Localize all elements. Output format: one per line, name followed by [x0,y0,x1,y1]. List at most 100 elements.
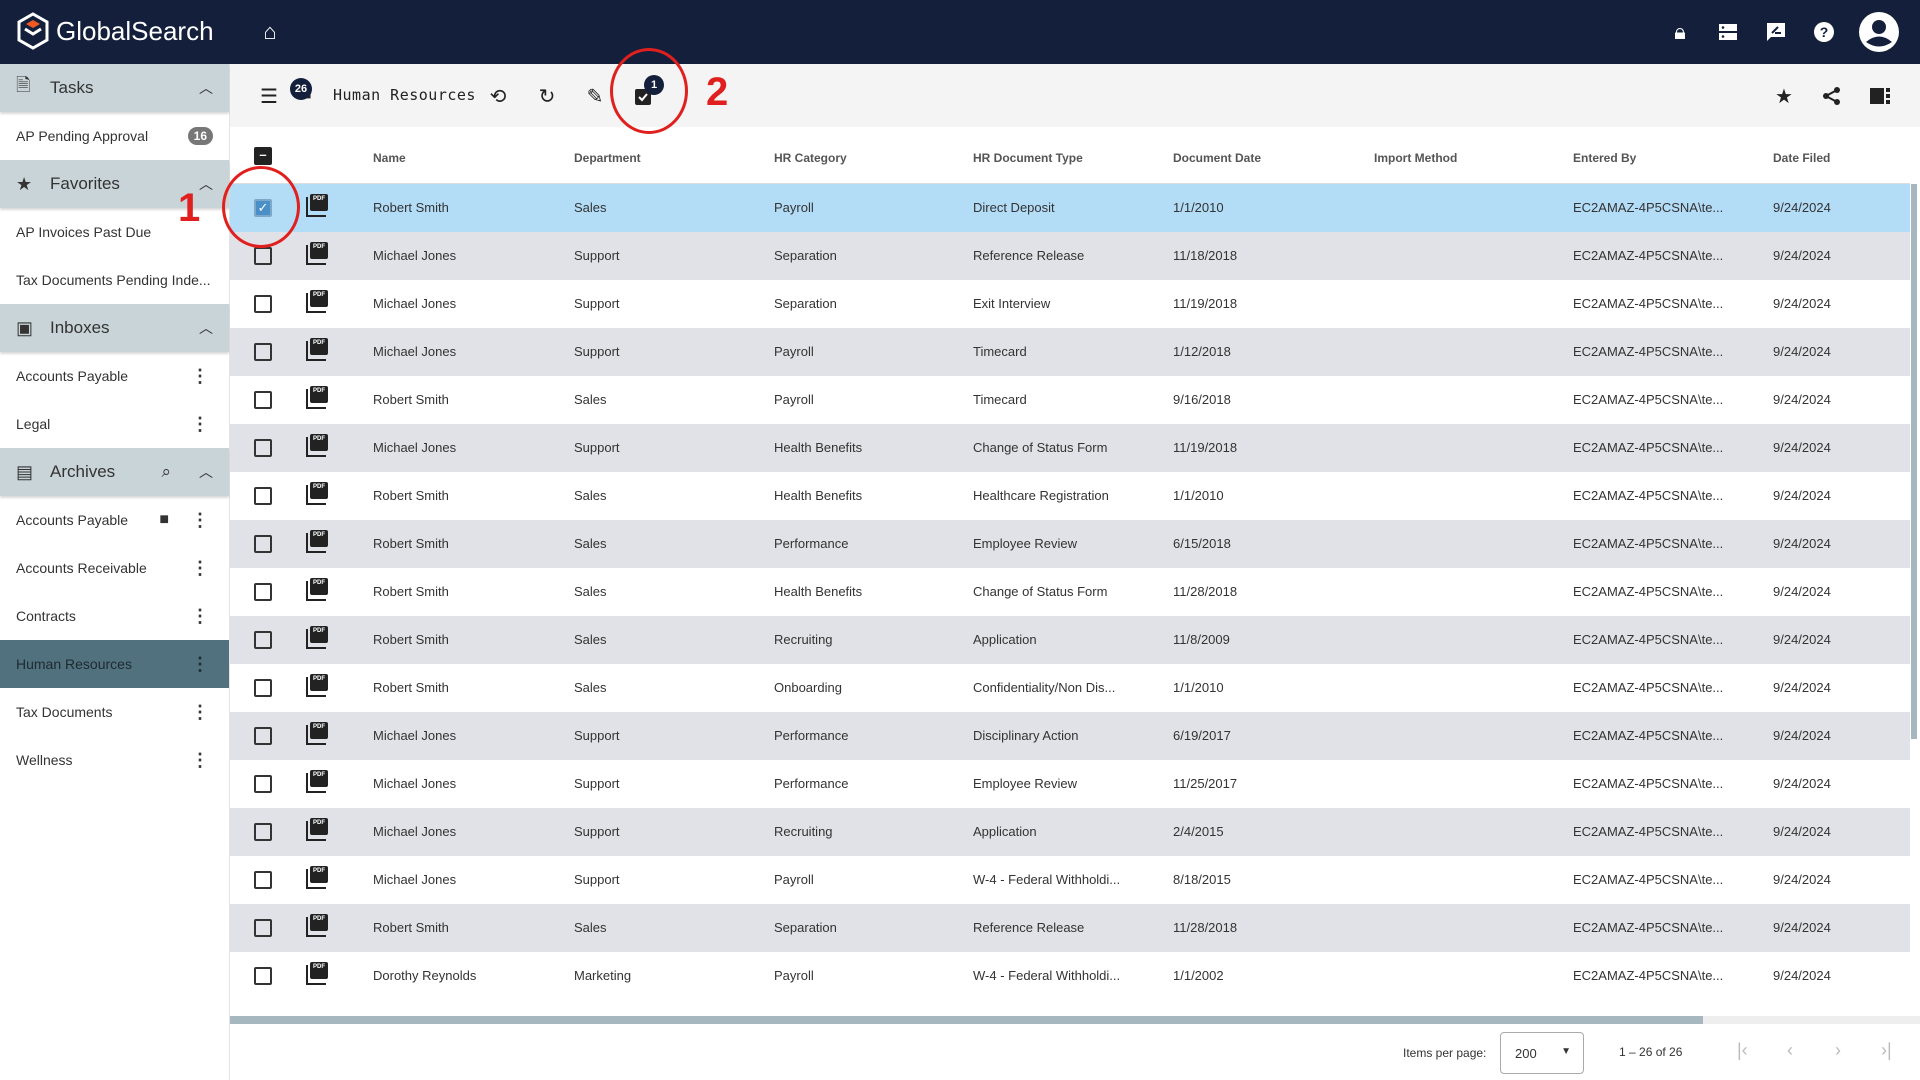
table-row[interactable]: PDF Michael Jones Support Separation Exit In… [230,280,1910,328]
column-header-hr-document-type[interactable]: HR Document Type [973,151,1083,165]
row-checkbox[interactable] [254,679,272,697]
row-checkbox[interactable] [254,919,272,937]
pdf-icon[interactable]: PDF [306,482,328,505]
column-header-entered-by[interactable]: Entered By [1573,151,1637,165]
pdf-icon[interactable]: PDF [306,290,328,313]
pdf-icon[interactable]: PDF [306,770,328,793]
pdf-icon[interactable]: PDF [306,530,328,553]
column-header-name[interactable]: Name [373,151,406,165]
table-row[interactable]: PDF Michael Jones Support Payroll Timecard 1/… [230,328,1910,376]
pdf-icon[interactable]: PDF [306,962,328,985]
pdf-icon[interactable]: PDF [306,434,328,457]
row-checkbox[interactable] [254,775,272,793]
more-vert-icon[interactable]: ⋮ [191,605,209,626]
pdf-icon[interactable]: PDF [306,866,328,889]
row-checkbox[interactable] [254,247,272,265]
sidebar-item-accounts-receivable[interactable]: Accounts Receivable ⋮ [0,544,229,592]
table-row[interactable]: PDF Michael Jones Support Payroll W-4 - Fede… [230,856,1910,904]
app-logo[interactable]: GlobalSearch [16,12,214,50]
sidebar-item-ap-pending-approval[interactable]: AP Pending Approval 16 [0,112,229,160]
vertical-scrollbar[interactable] [1911,184,1917,739]
row-checkbox[interactable] [254,823,272,841]
sidebar-item-human-resources[interactable]: Human Resources ⋮ [0,640,229,688]
share-icon[interactable] [1818,82,1846,110]
row-checkbox[interactable] [254,967,272,985]
table-row[interactable]: PDF Michael Jones Support Separation Referen… [230,232,1910,280]
chevron-up-icon[interactable]: ︿ [199,464,213,480]
pdf-icon[interactable]: PDF [306,626,328,649]
row-checkbox[interactable] [254,727,272,745]
table-row[interactable]: PDF Michael Jones Support Performance Employ… [230,760,1910,808]
pdf-icon[interactable]: PDF [306,674,328,697]
column-header-department[interactable]: Department [574,151,641,165]
last-page-icon[interactable]: ›| [1881,1040,1892,1060]
sidebar-section-tasks[interactable]: 🗎 Tasks ︿ [0,64,229,112]
scrollbar-thumb[interactable] [230,1016,1703,1024]
horizontal-scrollbar[interactable] [230,1016,1920,1024]
pdf-icon[interactable]: PDF [306,242,328,265]
select-all-checkbox[interactable]: – [254,147,272,165]
table-row[interactable]: PDF Robert Smith Sales Payroll Timecard 9/16/… [230,376,1910,424]
table-row[interactable]: PDF Dorothy Reynolds Marketing Payroll W-4 -… [230,952,1910,1000]
sidebar-section-inboxes[interactable]: ▣ Inboxes ︿ [0,304,229,352]
server-icon[interactable] [1714,18,1742,46]
pdf-icon[interactable]: PDF [306,914,328,937]
table-row[interactable]: PDF Robert Smith Sales Health Benefits Healt… [230,472,1910,520]
sidebar-item-inbox-legal[interactable]: Legal ⋮ [0,400,229,448]
star-icon[interactable]: ★ [1775,85,1793,108]
feedback-icon[interactable] [1762,18,1790,46]
sidebar-section-favorites[interactable]: ★ Favorites ︿ [0,160,229,208]
search-refresh-icon[interactable]: ⟲ [489,85,507,108]
more-vert-icon[interactable]: ⋮ [191,701,209,722]
chevron-up-icon[interactable]: ︿ [199,320,213,336]
more-vert-icon[interactable]: ⋮ [191,365,209,386]
pdf-icon[interactable]: PDF [306,722,328,745]
sidebar-item-ap-invoices-past-due[interactable]: AP Invoices Past Due [0,208,229,256]
more-vert-icon[interactable]: ⋮ [191,413,209,434]
previous-page-icon[interactable]: ‹ [1787,1040,1793,1060]
sidebar-item-tax-documents-pending[interactable]: Tax Documents Pending Inde... [0,256,229,304]
column-header-import-method[interactable]: Import Method [1374,151,1458,165]
table-row[interactable]: PDF Robert Smith Sales Separation Reference … [230,904,1910,952]
table-row[interactable]: PDF Robert Smith Sales Performance Employee … [230,520,1910,568]
row-checkbox[interactable] [254,535,272,553]
lock-icon[interactable]: 🔒︎ [1674,19,1686,44]
pdf-icon[interactable]: PDF [306,578,328,601]
row-checkbox[interactable] [254,343,272,361]
column-header-document-date[interactable]: Document Date [1173,151,1262,165]
table-row[interactable]: PDF Michael Jones Support Performance Discip… [230,712,1910,760]
row-checkbox[interactable] [254,583,272,601]
row-checkbox[interactable] [254,295,272,313]
items-per-page-select[interactable]: 200 ▼ [1500,1032,1584,1074]
more-vert-icon[interactable]: ⋮ [191,749,209,770]
table-row[interactable]: PDF Michael Jones Support Recruiting Applica… [230,808,1910,856]
more-vert-icon[interactable]: ⋮ [191,653,209,674]
home-icon[interactable]: ⌂ [263,19,277,44]
chevron-up-icon[interactable]: ︿ [199,176,213,192]
preview-panel-icon[interactable] [1866,82,1894,110]
pdf-icon[interactable]: PDF [306,386,328,409]
column-header-hr-category[interactable]: HR Category [774,151,847,165]
help-icon[interactable]: ? [1810,18,1838,46]
sidebar-item-wellness[interactable]: Wellness ⋮ [0,736,229,784]
row-checkbox[interactable] [254,871,272,889]
sidebar-item-archive-accounts-payable[interactable]: Accounts Payable ■ ⋮ [0,496,229,544]
folder-icon[interactable]: ■ [159,511,169,528]
table-row[interactable]: ✓ PDF Robert Smith Sales Payroll Direct Depos… [230,184,1910,232]
row-checkbox[interactable] [254,439,272,457]
edit-icon[interactable]: ✎ [586,85,604,108]
next-page-icon[interactable]: › [1835,1040,1841,1060]
row-checkbox[interactable] [254,631,272,649]
sidebar-item-contracts[interactable]: Contracts ⋮ [0,592,229,640]
pdf-icon[interactable]: PDF [306,818,328,841]
table-row[interactable]: PDF Robert Smith Sales Recruiting Applicatio… [230,616,1910,664]
chevron-up-icon[interactable]: ︿ [199,80,213,96]
sidebar-section-archives[interactable]: ▤ Archives ⌕ ︿ [0,448,229,496]
more-vert-icon[interactable]: ⋮ [191,557,209,578]
row-checkbox[interactable] [254,391,272,409]
more-vert-icon[interactable]: ⋮ [191,509,209,530]
table-row[interactable]: PDF Michael Jones Support Health Benefits Ch… [230,424,1910,472]
sidebar-item-inbox-accounts-payable[interactable]: Accounts Payable ⋮ [0,352,229,400]
sidebar-item-tax-documents[interactable]: Tax Documents ⋮ [0,688,229,736]
search-icon[interactable]: ⌕ [161,462,171,481]
